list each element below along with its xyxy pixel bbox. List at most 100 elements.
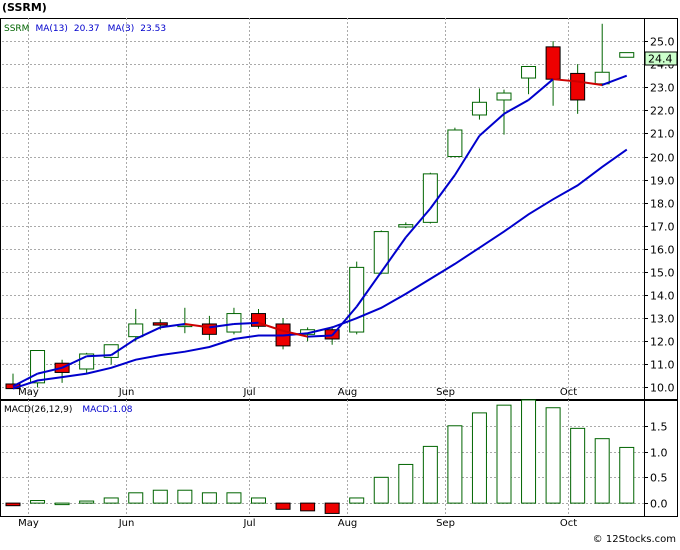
price-legend: SSRM MA(13) 20.37 MA(3) 23.53 (4, 24, 166, 34)
macd-bar (594, 438, 610, 504)
candle-body (496, 92, 512, 101)
candle (177, 307, 193, 334)
ma3-segment (429, 174, 456, 210)
candle-body (373, 231, 389, 274)
candle-body (471, 101, 487, 116)
month-label: Jun (118, 387, 135, 398)
macd-legend-value: 1.08 (112, 405, 132, 415)
candle-body (447, 129, 463, 158)
candle (447, 127, 463, 158)
copyright-footer: © 12Stocks.com (593, 534, 676, 545)
ma3-segment (12, 372, 39, 388)
candle (594, 23, 610, 87)
month-label: May (18, 387, 39, 398)
macd-bar (496, 404, 512, 504)
price-tick-label: 12.0 (650, 336, 675, 349)
macd-bar (300, 502, 316, 512)
price-tick-label: 19.0 (650, 175, 675, 188)
month-label: Aug (338, 518, 358, 529)
candle-body (398, 224, 414, 228)
ma3-segment (110, 338, 137, 356)
candle (251, 308, 266, 329)
month-label: Jul (242, 387, 255, 398)
macd-panel-frame (0, 400, 678, 517)
candle-body (201, 323, 217, 335)
price-tick-label: 25.0 (650, 36, 675, 49)
legend-ma3: MA(3) (108, 24, 135, 34)
candle (619, 52, 635, 58)
price-tick-label: 10.0 (650, 382, 675, 395)
ma3-segment (160, 322, 185, 329)
ma3-segment (380, 236, 407, 273)
macd-bar (570, 427, 586, 504)
macd-bar (422, 445, 438, 504)
ma3-segment (86, 354, 112, 358)
candle (373, 230, 389, 275)
candle (545, 41, 561, 106)
ma3-segment (282, 329, 308, 338)
ma3-segment (454, 135, 481, 176)
ma3-segment (331, 305, 358, 337)
ma3-segment (405, 207, 432, 239)
last-price-badge: 24.4 (644, 51, 678, 66)
price-tick-label: 23.0 (650, 82, 675, 95)
macd-legend-name: MACD: (82, 405, 112, 415)
price-tick-label: 11.0 (650, 359, 675, 372)
candle (398, 222, 414, 229)
legend-ma3-value: 23.53 (140, 24, 166, 34)
ma13-line (12, 148, 628, 390)
candle-body (570, 72, 586, 101)
ma3-segment (601, 74, 628, 86)
macd-bar (398, 463, 414, 504)
legend-ma13: MA(13) (35, 24, 67, 34)
price-tick-label: 15.0 (650, 267, 675, 280)
price-tick-label: 20.0 (650, 152, 675, 165)
macd-tick-label: 0.5 (650, 472, 668, 485)
macd-tick-label: 1.5 (650, 421, 668, 434)
price-tick-label: 14.0 (650, 290, 675, 303)
candle-body (545, 46, 561, 80)
macd-bar (152, 489, 168, 504)
ma3-segment (258, 321, 284, 332)
ma3-segment (503, 99, 530, 115)
price-tick-label: 21.0 (650, 128, 675, 141)
month-label: Oct (560, 387, 577, 398)
macd-legend: MACD(26,12,9) MACD:1.08 (4, 405, 133, 415)
macd-bar (349, 497, 365, 504)
month-label: Oct (560, 518, 577, 529)
macd-bar (54, 502, 70, 506)
ma3-segment (527, 78, 554, 101)
macd-tick-label: 1.0 (650, 447, 668, 460)
ma3-segment (135, 326, 161, 340)
ma3-segment (233, 321, 259, 325)
chart-title: (SSRM) (2, 1, 47, 14)
candle-body (521, 65, 537, 79)
price-tick-label: 13.0 (650, 313, 675, 326)
ma3-segment (37, 366, 63, 375)
price-tick-label: 16.0 (650, 244, 675, 257)
macd-bar (324, 502, 340, 514)
ma3-segment (61, 355, 88, 369)
candle-body (594, 71, 610, 85)
candle (471, 88, 487, 120)
candle (570, 64, 586, 114)
candle-body (128, 323, 144, 338)
macd-bar (226, 492, 242, 504)
macd-bar (201, 492, 217, 504)
legend-ma13-value: 20.37 (74, 24, 100, 34)
candle-body (619, 52, 635, 58)
month-label: Sep (436, 518, 455, 529)
ma3-segment (307, 334, 333, 338)
macd-bar (251, 497, 266, 504)
macd-bar (103, 497, 119, 504)
price-tick-label: 18.0 (650, 198, 675, 211)
candle (496, 89, 512, 135)
last-price-label: 24.4 (648, 53, 673, 66)
macd-bar (373, 476, 389, 504)
ma3-segment (209, 322, 235, 329)
ma3-segment (577, 80, 603, 86)
month-label: Jun (118, 518, 135, 529)
ma3-segment (355, 271, 383, 308)
